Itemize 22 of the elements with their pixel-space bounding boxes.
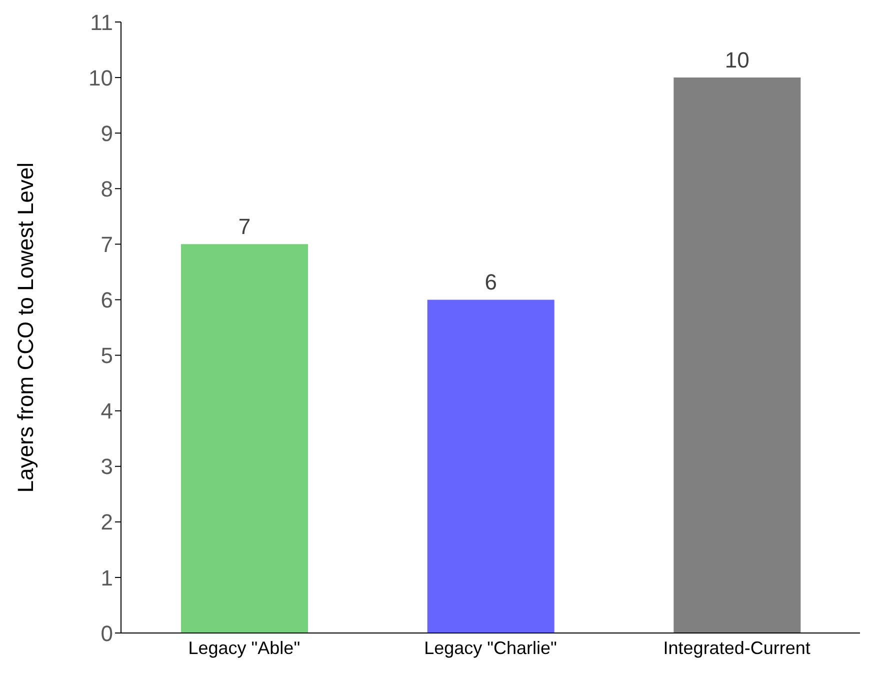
y-tick-label: 2 [100, 510, 113, 535]
y-tick-label: 6 [100, 288, 113, 313]
bar [181, 244, 308, 633]
y-axis-title: Layers from CCO to Lowest Level [12, 162, 38, 493]
y-tick-label: 9 [100, 120, 113, 146]
y-tick-label: 4 [100, 398, 113, 424]
y-tick-label: 0 [100, 620, 113, 646]
data-label: 6 [484, 270, 497, 295]
x-tick-label: Integrated-Current [663, 638, 810, 658]
y-tick-label: 5 [100, 343, 113, 368]
y-tick-label: 3 [100, 454, 113, 480]
y-tick-label: 8 [100, 176, 113, 202]
x-tick-label: Legacy "Charlie" [424, 638, 557, 658]
bar [427, 300, 554, 633]
y-tick-label: 11 [90, 10, 113, 35]
y-tick-label: 1 [100, 565, 113, 590]
x-tick-label: Legacy "Able" [188, 638, 300, 658]
data-label: 7 [238, 214, 251, 240]
data-label: 10 [724, 48, 750, 73]
y-tick-label: 7 [100, 232, 113, 257]
y-tick-label: 10 [88, 65, 113, 90]
bar [674, 78, 801, 633]
